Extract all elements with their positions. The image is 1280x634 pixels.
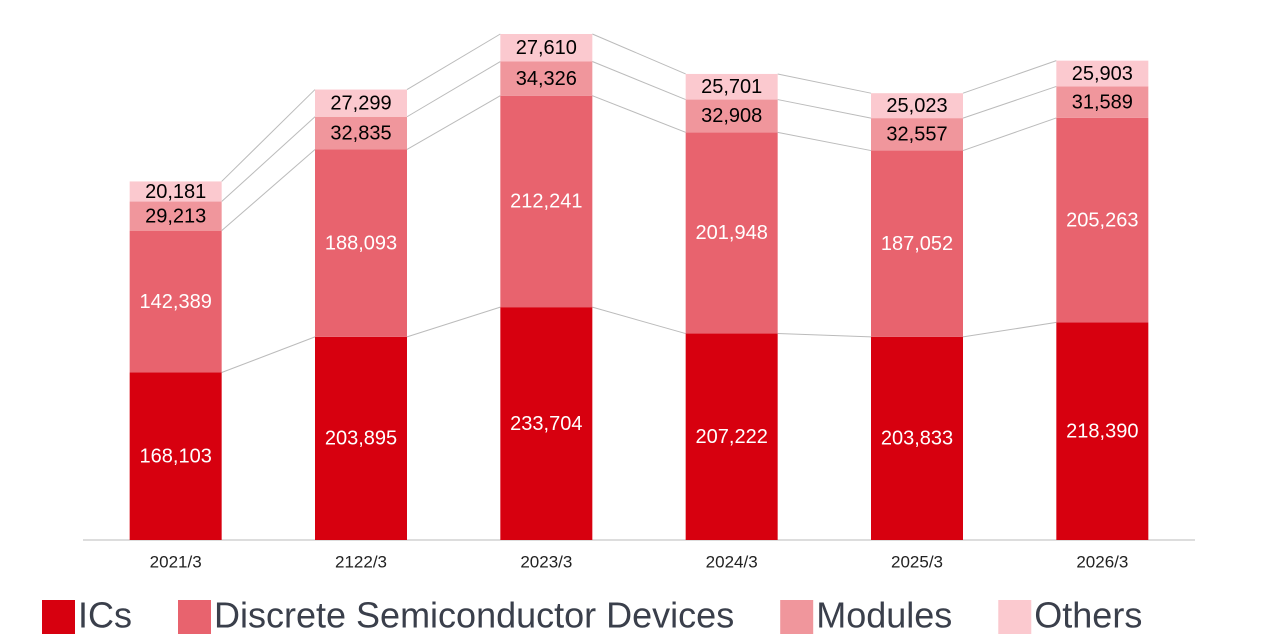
x-tick-label: 2021/3 [150,552,202,571]
bar-segment [500,307,593,540]
bar-segment [1056,86,1149,118]
connector-line [777,73,872,94]
connector-line [406,61,501,118]
value-label: 32,557 [886,124,947,146]
legend-label: ICs [78,595,132,634]
connector-line [221,336,316,373]
legend-swatch [780,600,814,634]
bar-segment [871,93,963,119]
value-label: 201,948 [696,222,768,244]
connector-line [962,85,1057,119]
value-label: 168,103 [140,446,212,468]
value-label: 25,701 [701,76,762,98]
connector-line [221,149,316,232]
connectors [221,33,1057,373]
legend-swatch [998,600,1032,634]
legend-swatch [42,600,75,634]
connector-line [221,89,316,182]
bar-segment [129,181,222,202]
value-label: 32,835 [330,122,391,144]
value-label: 212,241 [510,191,582,213]
value-label: 25,903 [1072,63,1133,85]
bar-segment [685,99,778,133]
bar-segment [1056,60,1149,87]
connector-line [777,333,872,338]
value-label: 205,263 [1066,209,1138,231]
x-tick-label: 2026/3 [1076,552,1128,571]
connector-line [592,95,686,133]
bar-segment [1056,322,1149,540]
connector-line [592,306,686,335]
legend-swatch [178,600,211,634]
value-label: 25,023 [886,95,947,117]
connector-line [406,95,501,150]
bar-segment [500,61,593,96]
value-label: 187,052 [881,233,953,255]
value-label: 31,589 [1072,91,1133,113]
bar-segment [129,372,222,540]
bar-segment [315,89,407,117]
x-tick-label: 2023/3 [520,552,572,571]
bar-segment [685,132,778,334]
bar-segment [871,150,963,337]
bar-segment [129,201,222,231]
bar-segment [871,118,963,151]
bar-segment [315,116,407,150]
connector-line [962,60,1057,94]
value-label: 188,093 [325,232,397,254]
bar-segment [500,95,593,308]
bar-segment [871,336,963,540]
value-label: 203,895 [325,428,397,450]
value-label: 34,326 [516,68,577,90]
value-label: 27,610 [516,37,577,59]
bar-segment [685,333,778,540]
connector-line [221,116,316,202]
connector-line [777,99,872,119]
connector-line [406,306,501,338]
value-label: 218,390 [1066,420,1138,442]
bar-segment [315,336,407,540]
bar-segment [1056,117,1149,323]
connector-line [592,61,686,101]
value-label: 20,181 [145,181,206,203]
legend-label: Modules [816,595,952,634]
x-tick-label: 2025/3 [891,552,943,571]
connector-line [962,117,1057,152]
legend-label: Discrete Semiconductor Devices [214,595,734,634]
value-label: 142,389 [140,291,212,313]
connector-line [962,321,1057,338]
value-label: 29,213 [145,205,206,227]
bar-segment [315,149,407,337]
value-label: 32,908 [701,105,762,127]
bar-segment [685,73,778,100]
bar-segment [129,230,222,373]
bar-segment [500,34,593,62]
value-label: 207,222 [696,426,768,448]
value-label: 233,704 [510,413,582,435]
value-label: 27,299 [330,92,391,114]
x-tick-label: 2024/3 [706,552,758,571]
value-label: 203,833 [881,428,953,450]
legend-label: Others [1034,595,1142,634]
connector-line [777,131,872,152]
x-tick-label: 2122/3 [335,552,387,571]
connector-line [592,33,686,75]
connector-line [406,33,501,90]
